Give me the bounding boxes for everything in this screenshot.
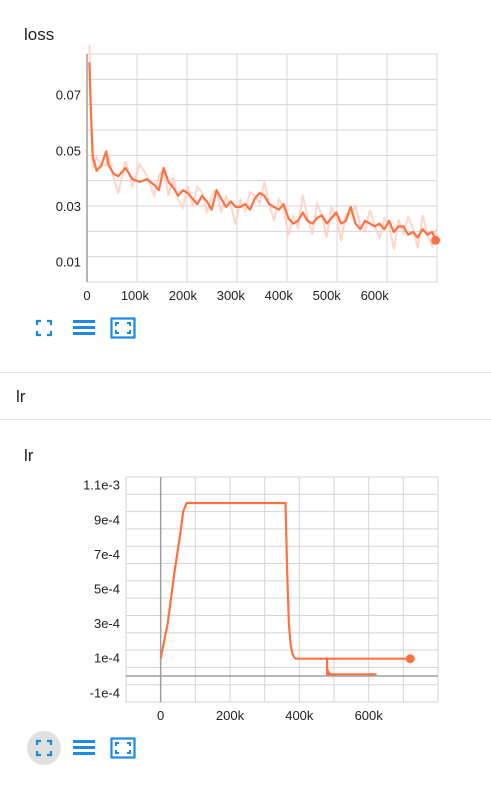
list-icon [73,740,95,755]
series-end-point[interactable] [405,654,415,664]
series-line[interactable] [88,62,437,241]
list-icon [73,320,95,335]
x-tick-label: 200k [216,708,245,720]
series-line[interactable] [159,501,411,676]
x-tick-label: 600k [355,708,384,720]
x-tick-label: 200k [169,288,198,303]
fullscreen-button[interactable] [27,311,61,345]
x-tick-label: 400k [265,288,294,303]
x-tick-label: 0 [157,708,164,720]
lr-card-title: lr [24,446,34,465]
x-tick-label: 600k [361,288,390,303]
loss-card: loss 0.01 0.03 0.05 0.07 0 100k 200k 300k 400k 50… [0,0,491,372]
y-tick-label: 0.07 [56,88,81,103]
fit-domain-icon [110,317,136,339]
lr-section-label: lr [16,387,26,406]
x-tick-label: 0 [83,288,90,303]
y-tick-label: 0.05 [56,143,81,158]
grid [86,53,438,283]
series-end-point[interactable] [431,235,441,245]
fullscreen-icon [35,319,53,337]
fit-domain-button[interactable] [106,731,140,765]
y-tick-label: 3e-4 [94,616,120,631]
loss-card-title: loss [24,25,55,44]
lr-chart[interactable]: 1.1e-3 9e-4 7e-4 5e-4 3e-4 1e-4 -1e-4 0 200k 400k… [0,420,491,720]
x-tick-label: 100k [121,288,150,303]
fit-domain-icon [110,737,136,759]
y-tick-label: 7e-4 [94,547,120,562]
y-tick-label: 9e-4 [94,512,120,527]
toggle-log-button[interactable] [67,311,101,345]
lr-card: lr 1.1e-3 9e-4 7e-4 5e-4 3e-4 1e-4 -1e-4 0 200k 4… [0,420,491,792]
loss-chart[interactable]: 0.01 0.03 0.05 0.07 0 100k 200k 300k 400k 500k 600… [0,0,491,320]
y-tick-label: 0.01 [56,255,81,270]
fullscreen-button[interactable] [27,731,61,765]
fit-domain-button[interactable] [106,311,140,345]
y-tick-label: 1e-4 [94,651,120,666]
lr-section-header[interactable]: lr [0,372,491,420]
y-tick-label: -1e-4 [90,685,120,700]
y-tick-label: 0.03 [56,199,81,214]
toggle-log-button[interactable] [67,731,101,765]
x-tick-label: 300k [217,288,246,303]
fullscreen-icon [35,739,53,757]
y-tick-label: 5e-4 [94,582,120,597]
y-tick-label: 1.1e-3 [83,478,120,493]
x-tick-label: 400k [285,708,314,720]
x-tick-label: 500k [313,288,342,303]
series-raw-line [88,44,437,250]
